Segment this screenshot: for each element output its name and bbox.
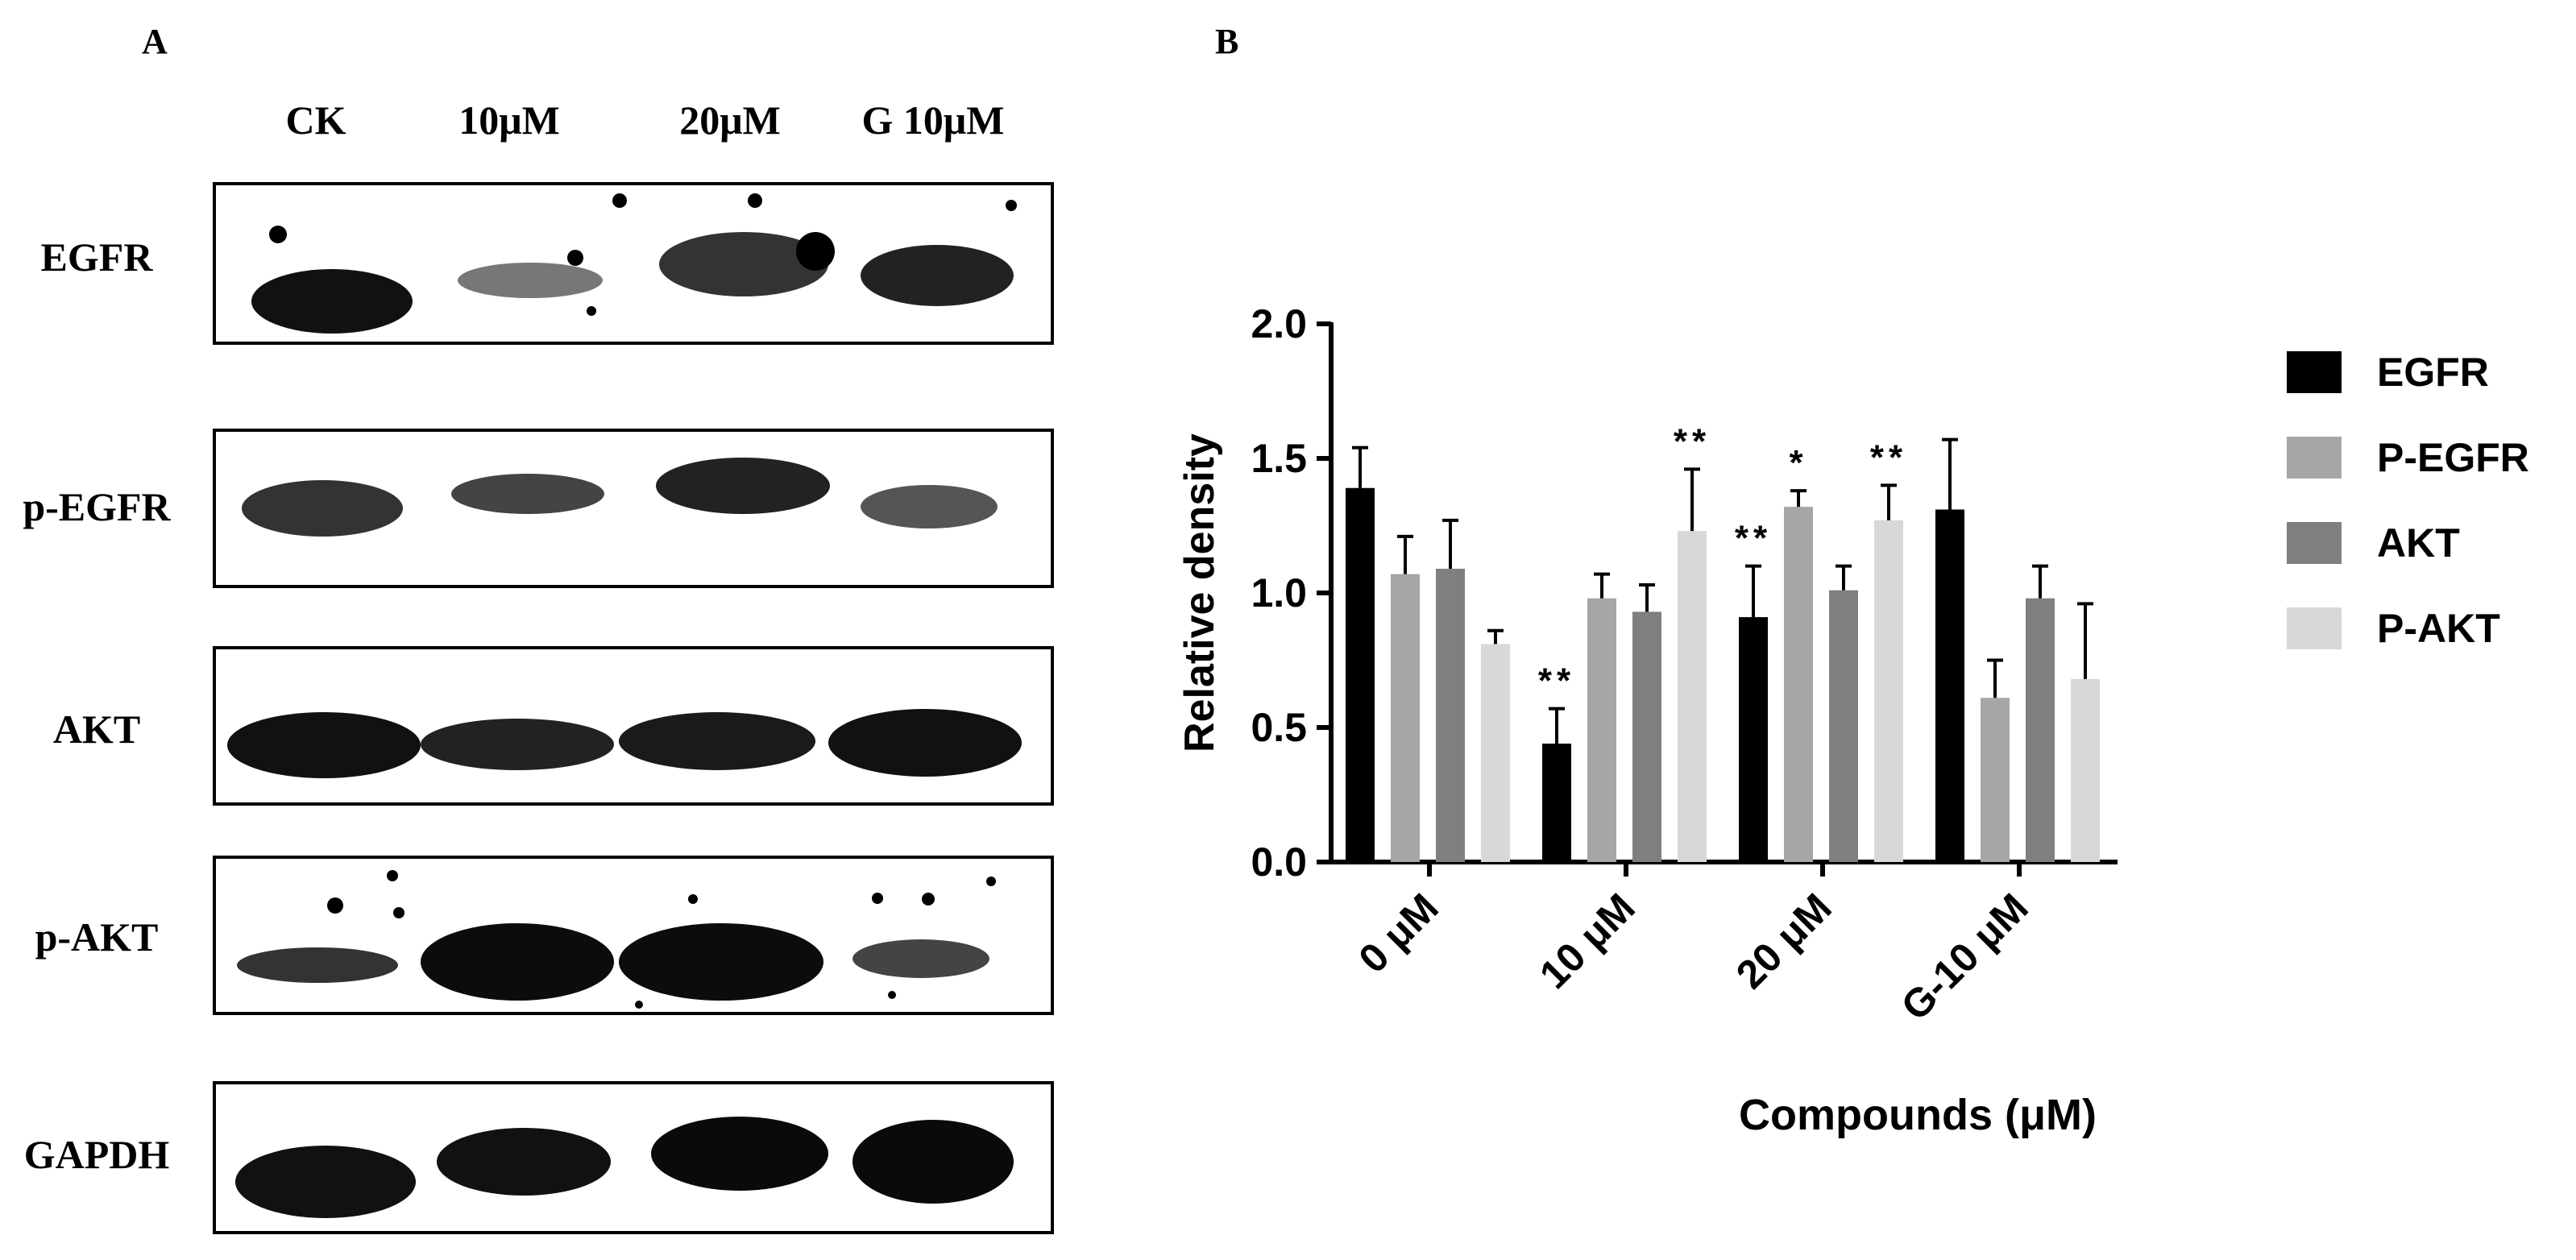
blot-speck: [1006, 200, 1017, 211]
significance-marker: **: [1870, 437, 1907, 477]
bar-akt: [2026, 598, 2055, 862]
blot-speck: [393, 907, 404, 918]
band: [852, 1120, 1014, 1204]
bar-akt: [1436, 568, 1465, 862]
blot-speck: [748, 193, 762, 208]
band: [656, 458, 830, 514]
significance-marker: **: [1735, 519, 1772, 558]
x-tick-label: 20 μM: [1728, 885, 1840, 997]
blot-gapdh: [213, 1081, 1054, 1234]
band: [852, 939, 989, 978]
bar-egfr: [1739, 617, 1768, 862]
significance-marker: **: [1674, 421, 1711, 461]
band: [421, 719, 614, 770]
lane-label-ck: CK: [285, 97, 346, 143]
band: [861, 485, 998, 528]
blot-speck: [387, 870, 398, 881]
blot-speck: [612, 193, 627, 208]
blot-speck: [872, 893, 883, 904]
band: [421, 923, 614, 1001]
legend-swatch-akt: [2287, 522, 2342, 564]
blot-speck: [888, 991, 896, 999]
significance-marker: **: [1538, 661, 1575, 701]
bar-p-akt: [1874, 520, 1903, 862]
y-axis-label: Relative density: [1176, 433, 1223, 752]
x-tick-label: 0 μM: [1350, 885, 1447, 981]
blot-akt: [213, 646, 1054, 806]
band: [237, 947, 398, 983]
significance-marker: *: [1789, 443, 1807, 483]
y-tick-label: 0.5: [1251, 705, 1307, 750]
bar-akt: [1632, 611, 1661, 862]
x-tick-label: G-10 μM: [1893, 885, 2037, 1029]
bar-akt: [1829, 590, 1858, 862]
y-tick-label: 1.5: [1251, 436, 1307, 481]
band: [251, 269, 413, 334]
bar-egfr: [1346, 487, 1375, 862]
bar-p-akt: [2071, 678, 2100, 862]
blot-egfr: [213, 182, 1054, 345]
band: [235, 1146, 416, 1218]
bar-p-egfr: [1981, 698, 2010, 862]
band: [619, 712, 815, 770]
y-tick-label: 1.0: [1251, 570, 1307, 615]
blot-p-akt: [213, 856, 1054, 1015]
bar-p-egfr: [1784, 507, 1813, 862]
blot-speck: [796, 232, 835, 271]
blot-label-p-akt: p-AKT: [35, 914, 159, 960]
y-tick-label: 0.0: [1251, 839, 1307, 885]
legend-label-p-egfr: P-EGFR: [2377, 435, 2529, 480]
lane-label-20um: 20μM: [679, 97, 781, 143]
legend-swatch-p-akt: [2287, 607, 2342, 649]
legend-label-egfr: EGFR: [2377, 350, 2489, 395]
bar-egfr: [1935, 509, 1964, 862]
x-tick-label: 10 μM: [1531, 885, 1644, 997]
bar-egfr: [1542, 744, 1571, 862]
blot-speck: [688, 894, 698, 904]
band: [437, 1128, 611, 1196]
y-tick-label: 2.0: [1251, 301, 1307, 346]
bar-p-egfr: [1391, 574, 1420, 862]
legend-swatch-egfr: [2287, 351, 2342, 393]
blot-label-akt: AKT: [52, 707, 141, 752]
panel-a-letter: A: [142, 22, 168, 61]
band: [861, 245, 1014, 306]
blot-speck: [587, 306, 596, 316]
lane-label-g10um: G 10μM: [861, 97, 1005, 143]
blot-speck: [567, 250, 583, 266]
bar-chart: 0.0 0.5 1.0 1.5 2.0 Relative density Compounds…: [1176, 301, 2118, 1139]
blot-label-egfr: EGFR: [40, 234, 153, 280]
blot-label-gapdh: GAPDH: [23, 1132, 170, 1177]
blot-speck: [269, 226, 287, 243]
blot-p-egfr: [213, 429, 1054, 588]
bar-p-akt: [1481, 644, 1510, 862]
band: [458, 263, 603, 298]
band: [828, 709, 1022, 777]
band: [619, 923, 823, 1001]
blot-speck: [327, 897, 343, 914]
band: [651, 1117, 828, 1191]
legend-label-p-akt: P-AKT: [2377, 606, 2500, 651]
blot-speck: [635, 1001, 643, 1009]
x-axis-label: Compounds (μM): [1739, 1091, 2097, 1139]
blot-speck: [922, 893, 935, 906]
legend-swatch-p-egfr: [2287, 437, 2342, 479]
band: [242, 480, 403, 537]
bar-p-akt: [1678, 531, 1707, 862]
panel-b-letter: B: [1215, 22, 1239, 61]
lane-label-10um: 10μM: [458, 97, 560, 143]
band: [451, 474, 604, 514]
blot-speck: [986, 877, 996, 886]
blot-label-p-egfr: p-EGFR: [23, 484, 171, 529]
band: [227, 712, 421, 778]
bar-p-egfr: [1587, 598, 1616, 862]
legend-label-akt: AKT: [2377, 520, 2460, 566]
